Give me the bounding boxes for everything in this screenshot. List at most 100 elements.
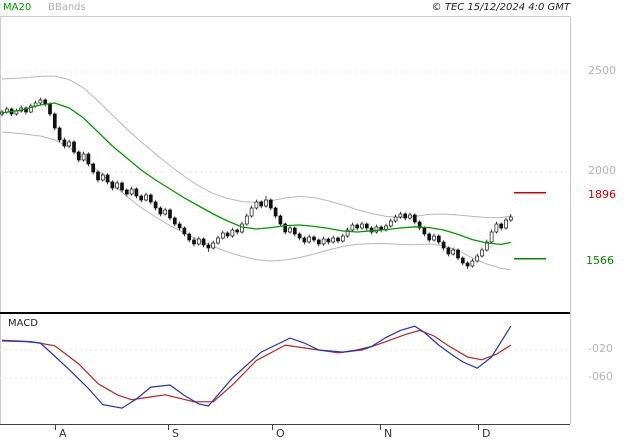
candle-body	[292, 227, 297, 235]
candle-body	[288, 227, 292, 233]
bbands-legend-label: BBands	[48, 2, 86, 13]
candle-body	[427, 233, 432, 241]
candle-body	[105, 174, 110, 183]
candle-body	[81, 153, 86, 161]
candle-body	[96, 171, 100, 181]
candle-body	[168, 209, 172, 219]
bollinger-lower-line	[1, 131, 511, 271]
candle-body	[388, 220, 393, 227]
candle-body	[110, 181, 115, 189]
candle-body	[76, 151, 81, 161]
candle-body	[259, 201, 264, 207]
candle-body	[67, 141, 72, 147]
candle-body	[403, 213, 408, 219]
candle-body	[192, 239, 196, 245]
candle-body	[211, 242, 216, 249]
candle-body	[264, 199, 268, 207]
candle-body	[374, 226, 379, 233]
candle-body	[182, 227, 187, 235]
ma20-line	[1, 102, 511, 246]
ma20-legend-label: MA20	[3, 2, 32, 13]
candle-body	[316, 239, 321, 245]
candle-body	[350, 224, 355, 231]
month-label-august: A	[59, 427, 67, 440]
candle-body	[72, 141, 76, 153]
candle-body	[48, 103, 52, 115]
candle-body	[38, 99, 43, 104]
candle-body	[408, 214, 412, 219]
candle-body	[283, 223, 288, 233]
candle-body	[489, 231, 494, 243]
candle-body	[422, 227, 427, 235]
copyright-text: © TEC 15/12/2024 4:0 GMT	[431, 2, 570, 13]
month-label-november: N	[384, 427, 393, 440]
candle-body	[340, 235, 345, 242]
candle-body	[321, 238, 326, 245]
candle-body	[28, 105, 33, 113]
candle-body	[484, 241, 489, 251]
candle-body	[129, 188, 134, 195]
candle-body	[187, 233, 192, 241]
candle-body	[163, 209, 168, 215]
support-price-label: 1566	[586, 254, 614, 267]
candle-body	[451, 249, 456, 255]
candle-body	[278, 215, 283, 225]
candle-body	[268, 199, 273, 209]
candle-body	[336, 237, 340, 242]
month-label-december: D	[482, 427, 491, 440]
macd-panel-title: MACD	[8, 318, 38, 329]
candle-body	[206, 244, 211, 249]
candle-body	[100, 174, 105, 181]
macd-main-line	[1, 325, 512, 409]
candle-body	[225, 232, 230, 237]
candle-body	[43, 99, 48, 105]
candle-body	[456, 249, 460, 259]
candle-body	[417, 221, 422, 229]
candle-body	[446, 247, 451, 255]
price-tick-label-2000: 2000	[588, 164, 616, 177]
candle-body	[412, 214, 417, 223]
candle-body	[172, 217, 177, 225]
candle-body	[499, 223, 504, 229]
candle-body	[230, 229, 235, 237]
candle-body	[460, 257, 465, 264]
macd-tick-label-neg60: -060	[588, 370, 613, 383]
candle-body	[216, 237, 220, 244]
candle-body	[254, 201, 259, 209]
candle-body	[494, 223, 499, 233]
candle-body	[273, 207, 278, 217]
candle-body	[504, 219, 508, 229]
month-label-september: S	[172, 427, 179, 440]
candle-body	[235, 229, 240, 233]
macd-signal-line	[1, 329, 512, 403]
candle-body	[115, 182, 120, 189]
candle-body	[364, 223, 369, 229]
candle-body	[360, 223, 364, 229]
candle-body	[441, 241, 446, 249]
candle-body	[508, 216, 513, 221]
candle-body	[148, 194, 153, 203]
candle-body	[196, 238, 201, 245]
candle-body	[312, 236, 316, 241]
resistance-price-label: 1896	[588, 188, 616, 201]
candle-body	[302, 237, 307, 243]
candle-body	[86, 153, 91, 165]
candle-body	[153, 201, 158, 209]
candle-body	[177, 223, 182, 229]
candle-body	[124, 189, 129, 195]
candle-body	[120, 182, 124, 191]
candle-body	[158, 207, 163, 215]
candle-body	[240, 223, 244, 233]
candle-body	[249, 207, 254, 217]
bollinger-upper-line	[1, 75, 511, 219]
candle-body	[355, 224, 360, 229]
candle-body	[144, 194, 148, 201]
candle-body	[139, 195, 144, 201]
candle-body	[465, 262, 470, 267]
month-label-october: O	[276, 427, 285, 440]
candle-body	[393, 216, 398, 222]
candle-body	[307, 236, 312, 243]
candle-body	[57, 127, 62, 141]
